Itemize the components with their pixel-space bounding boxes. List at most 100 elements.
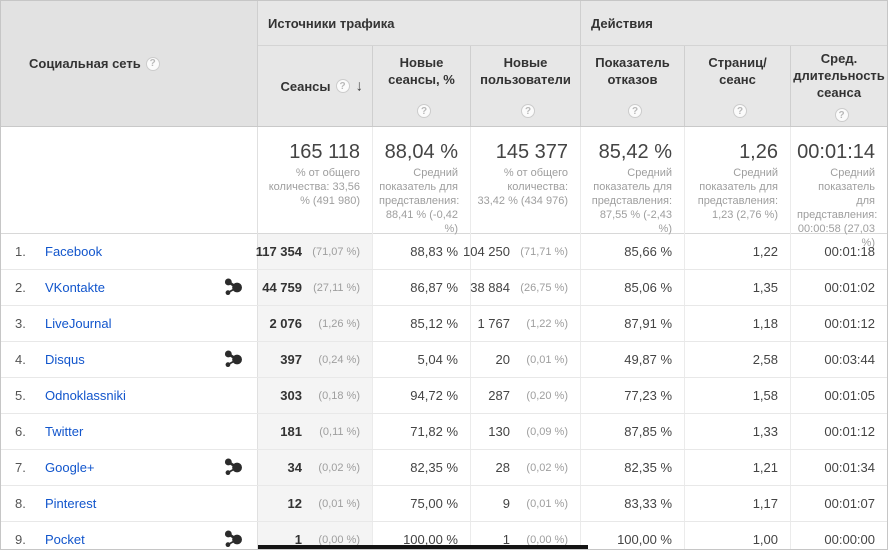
help-icon[interactable]: ? <box>521 104 535 118</box>
column-label: Сред. длительность сеанса <box>793 50 885 100</box>
summary-value: 85,42 % <box>598 141 672 163</box>
table-header: Социальная сеть ? Источники трафика Дейс… <box>1 1 887 127</box>
pages-per-session-cell: 1,00 <box>684 522 790 549</box>
sessions-value: 1 <box>294 532 302 547</box>
new-users-value: 287 <box>488 388 510 403</box>
row-rank: 9. <box>15 532 26 547</box>
new-users-percent: (0,00 %) <box>526 533 568 546</box>
data-hub-activity-icon <box>224 458 243 477</box>
bounce-rate-value: 85,06 % <box>624 280 672 295</box>
help-icon[interactable]: ? <box>335 79 350 93</box>
new-users-percent: (0,09 %) <box>526 425 568 438</box>
social-network-link[interactable]: LiveJournal <box>45 316 112 331</box>
social-network-link[interactable]: Pocket <box>45 532 85 547</box>
row-rank: 5. <box>15 388 26 403</box>
new-users-value: 20 <box>495 352 510 367</box>
avg-duration-cell: 00:01:18 <box>790 234 887 269</box>
sessions-cell: 117 354 (71,07 %) <box>255 234 372 269</box>
new-users-value: 130 <box>488 424 510 439</box>
social-network-link[interactable]: Odnoklassniki <box>45 388 126 403</box>
sessions-percent: (0,02 %) <box>318 461 360 474</box>
pages-per-session-value: 1,35 <box>752 280 778 295</box>
help-icon[interactable]: ? <box>628 104 642 118</box>
column-header-bounce-rate[interactable]: Показатель отказов ? <box>580 46 684 126</box>
new-sessions-value: 86,87 % <box>410 280 458 295</box>
pages-per-session-value: 1,00 <box>752 532 778 547</box>
bounce-rate-cell: 77,23 % <box>580 378 684 413</box>
social-network-link[interactable]: Google+ <box>45 460 95 475</box>
row-rank: 7. <box>15 460 26 475</box>
social-network-link[interactable]: Pinterest <box>45 496 97 511</box>
sessions-value: 117 354 <box>255 244 302 259</box>
table-row: 6. Twitter 181 (0,11 %) 71,82 % 130 (0,0… <box>1 414 887 450</box>
sessions-percent: (0,11 %) <box>319 425 360 438</box>
group-label: Действия <box>591 15 653 31</box>
column-header-new-users[interactable]: Новые пользователи ? <box>470 46 580 126</box>
bounce-rate-cell: 83,33 % <box>580 486 684 521</box>
new-sessions-value: 88,83 % <box>410 244 458 259</box>
sessions-cell: 1 (0,00 %) <box>258 522 372 549</box>
sessions-percent: (0,24 %) <box>318 353 360 366</box>
avg-duration-value: 00:01:07 <box>824 496 875 511</box>
row-rank: 8. <box>15 496 26 511</box>
sessions-cell: 34 (0,02 %) <box>258 450 372 485</box>
pages-per-session-value: 1,18 <box>752 316 778 331</box>
avg-duration-cell: 00:01:05 <box>790 378 887 413</box>
bounce-rate-cell: 85,66 % <box>580 234 684 269</box>
help-icon[interactable]: ? <box>145 56 160 71</box>
column-header-pages-per-session[interactable]: Страниц/сеанс ? <box>684 46 790 126</box>
pages-per-session-cell: 1,35 <box>684 270 790 305</box>
column-header-avg-session-duration[interactable]: Сред. длительность сеанса ? <box>790 46 887 126</box>
social-network-link[interactable]: Facebook <box>45 244 103 259</box>
table-row: 9. Pocket 1 (0,00 %) 100,00 % 1 (0,00 %)… <box>1 522 887 549</box>
table-row: 1. Facebook 117 354 (71,07 %) 88,83 % 10… <box>1 234 887 270</box>
column-header-new-sessions[interactable]: Новые сеансы, % ? <box>372 46 470 126</box>
avg-duration-cell: 00:03:44 <box>790 342 887 377</box>
new-users-percent: (71,71 %) <box>520 245 568 258</box>
bounce-rate-value: 100,00 % <box>617 532 672 547</box>
new-sessions-value: 85,12 % <box>410 316 458 331</box>
new-users-cell: 20 (0,01 %) <box>470 342 580 377</box>
bounce-rate-cell: 87,91 % <box>580 306 684 341</box>
summary-pages-per-session: 1,26 Средний показатель для представлени… <box>684 127 790 250</box>
summary-bounce-rate: 85,42 % Средний показатель для представл… <box>580 127 684 250</box>
summary-note: % от общего количества: 33,42 % (434 976… <box>477 167 568 207</box>
group-label: Источники трафика <box>268 15 395 31</box>
sessions-value: 303 <box>280 388 302 403</box>
social-network-cell: 6. Twitter <box>1 414 258 449</box>
row-rank: 6. <box>15 424 26 439</box>
avg-duration-cell: 00:00:00 <box>790 522 887 549</box>
new-users-cell: 9 (0,01 %) <box>470 486 580 521</box>
social-network-cell: 4. Disqus <box>1 342 258 377</box>
sort-descending-icon[interactable]: ↓ <box>355 77 364 95</box>
column-label: Показатель отказов <box>595 55 670 87</box>
social-network-link[interactable]: Disqus <box>45 352 85 367</box>
social-network-header-label: Социальная сеть <box>29 56 141 71</box>
avg-duration-cell: 00:01:07 <box>790 486 887 521</box>
avg-duration-cell: 00:01:12 <box>790 306 887 341</box>
summary-note: Средний показатель для представления: 87… <box>591 167 672 235</box>
group-header-actions: Действия <box>580 1 887 46</box>
summary-note: Средний показатель для представления: 1,… <box>697 167 778 221</box>
new-users-percent: (0,02 %) <box>526 461 568 474</box>
sessions-cell: 303 (0,18 %) <box>258 378 372 413</box>
new-sessions-cell: 100,00 % <box>372 522 470 549</box>
social-network-link[interactable]: Twitter <box>45 424 84 439</box>
column-header-sessions[interactable]: Сеансы ? ↓ <box>258 46 372 126</box>
social-network-cell: 8. Pinterest <box>1 486 258 521</box>
new-sessions-cell: 82,35 % <box>372 450 470 485</box>
new-users-value: 104 250 <box>463 244 510 259</box>
pages-per-session-value: 1,58 <box>752 388 778 403</box>
column-header-social-network[interactable]: Социальная сеть ? <box>1 1 258 126</box>
row-rank: 1. <box>15 244 26 259</box>
help-icon[interactable]: ? <box>417 104 431 118</box>
table-row: 7. Google+ 34 (0,02 %) 82,35 % 28 (0,02 … <box>1 450 887 486</box>
sessions-value: 397 <box>280 352 302 367</box>
pages-per-session-cell: 1,18 <box>684 306 790 341</box>
social-network-link[interactable]: VKontakte <box>45 280 105 295</box>
help-icon[interactable]: ? <box>834 108 849 123</box>
pages-per-session-value: 1,22 <box>752 244 778 259</box>
pages-per-session-cell: 1,17 <box>684 486 790 521</box>
help-icon[interactable]: ? <box>733 104 747 118</box>
